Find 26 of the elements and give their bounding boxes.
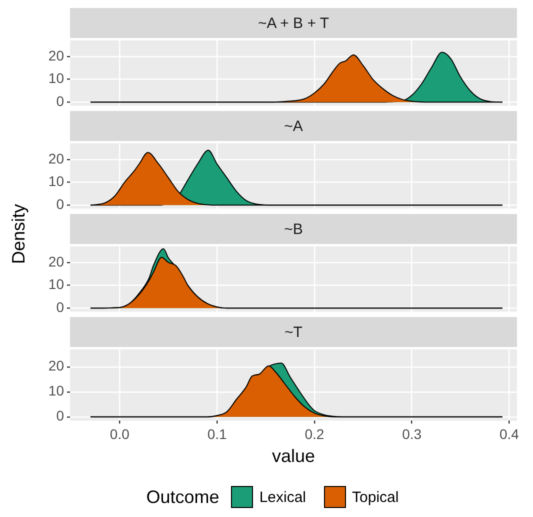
x-tick-label: 0.4: [499, 426, 520, 442]
x-axis-title: value: [272, 446, 316, 466]
y-tick-label: 10: [48, 70, 64, 86]
x-tick-label: 0.3: [402, 426, 422, 442]
y-tick-label: 10: [48, 382, 64, 399]
chart-title: ~T: [70, 317, 517, 347]
y-tick-label: 20: [48, 358, 64, 374]
y-tick-label: 10: [48, 276, 64, 292]
y-tick-label: 0: [56, 196, 64, 212]
legend-title: Outcome: [146, 486, 220, 508]
y-tick-label: 10: [48, 173, 64, 190]
chart-title: ~A + B + T: [70, 8, 517, 38]
y-tick-label: 20: [48, 47, 64, 64]
legend-label: Topical: [352, 488, 399, 506]
y-tick-label: 20: [48, 150, 64, 166]
y-tick-label: 0: [56, 408, 64, 424]
chart-title: ~B: [70, 214, 517, 244]
legend-label: Lexical: [259, 488, 306, 506]
y-tick-label: 0: [56, 299, 64, 316]
chart-title: ~A: [70, 111, 517, 141]
x-tick-label: 0.0: [110, 426, 130, 442]
y-tick-label: 0: [56, 93, 64, 110]
x-tick-label: 0.1: [207, 426, 227, 442]
y-axis-title: Density: [8, 204, 30, 264]
x-tick-label: 0.2: [304, 426, 324, 442]
y-tick-label: 20: [48, 253, 64, 270]
